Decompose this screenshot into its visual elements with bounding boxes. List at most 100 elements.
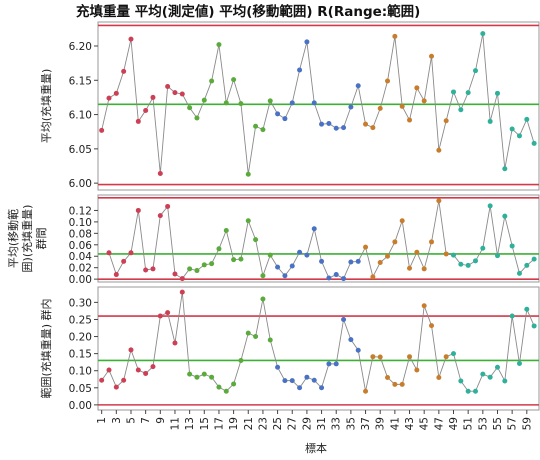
range-data-point xyxy=(436,375,442,381)
mean-data-point xyxy=(509,126,515,132)
range-y-tick-label: 0.25 xyxy=(69,314,92,326)
chart-panels: 6.006.056.106.156.20平均(充填重量)0.000.020.04… xyxy=(6,21,540,430)
moving-range-data-point xyxy=(209,261,215,267)
x-tick-label: 19 xyxy=(228,417,240,430)
mean-data-point xyxy=(128,36,134,42)
mean-data-point xyxy=(414,85,420,91)
mean-y-tick-label: 6.10 xyxy=(69,110,92,122)
moving-range-y-tick-label: 0.10 xyxy=(69,217,92,229)
mean-data-point xyxy=(216,42,222,48)
range-y-tick-label: 0.20 xyxy=(69,332,92,344)
mean-data-point xyxy=(319,121,325,127)
moving-range-data-point xyxy=(179,276,185,282)
mean-data-point xyxy=(407,117,413,123)
mean-data-point xyxy=(480,31,486,37)
range-data-point xyxy=(487,374,493,380)
x-tick-label: 1 xyxy=(96,417,108,424)
mean-data-point xyxy=(385,78,391,84)
range-data-point xyxy=(333,361,339,367)
moving-range-data-point xyxy=(414,249,420,255)
mean-data-point xyxy=(363,121,369,127)
mean-data-point xyxy=(245,171,251,177)
range-data-point xyxy=(172,340,178,346)
x-tick-label: 31 xyxy=(316,417,328,430)
range-y-tick-label: 0.10 xyxy=(69,366,92,378)
moving-range-data-point xyxy=(260,273,266,279)
mean-data-point xyxy=(524,116,530,122)
moving-range-data-point xyxy=(363,244,369,250)
x-axis-label: 標本 xyxy=(305,441,327,455)
mean-data-point xyxy=(106,95,112,101)
range-data-point xyxy=(509,313,515,319)
range-data-point xyxy=(502,378,508,384)
mean-y-tick-label: 6.15 xyxy=(69,75,92,87)
mean-data-point xyxy=(231,77,237,83)
mean-panel: 6.00 6.05 6.10 6.15 6.20 平均(充填重量) xyxy=(39,21,540,191)
mean-data-point xyxy=(150,94,156,100)
moving-range-data-point xyxy=(370,274,376,280)
moving-range-data-point xyxy=(458,261,464,267)
range-data-point xyxy=(443,354,449,360)
mean-data-point xyxy=(333,125,339,131)
mean-data-point xyxy=(472,68,478,74)
mean-data-point xyxy=(113,90,119,96)
x-tick-label: 11 xyxy=(169,417,181,430)
x-tick-label: 29 xyxy=(301,417,313,430)
range-data-point xyxy=(267,337,273,343)
x-tick-label: 43 xyxy=(404,417,416,430)
range-y-axis-label: 範囲(充填重量) 群内 xyxy=(39,298,53,398)
range-data-point xyxy=(194,374,200,380)
moving-range-data-point xyxy=(385,253,391,259)
x-tick-label: 17 xyxy=(213,417,225,430)
range-data-point xyxy=(399,381,405,387)
mean-y-axis-label: 平均(充填重量) xyxy=(39,69,53,144)
range-data-point xyxy=(348,337,354,343)
mean-data-point xyxy=(297,67,303,73)
x-tick-label: 37 xyxy=(360,417,372,430)
range-data-point xyxy=(179,289,185,295)
moving-range-y-tick-label: 0.00 xyxy=(69,274,92,286)
range-data-point xyxy=(201,371,207,377)
range-data-point xyxy=(157,313,163,319)
mean-data-point xyxy=(451,89,457,95)
x-tick-label: 55 xyxy=(492,417,504,430)
range-data-point xyxy=(231,381,237,387)
x-tick-label: 47 xyxy=(433,417,445,430)
moving-range-data-point xyxy=(216,246,222,252)
mean-data-point xyxy=(282,116,288,122)
range-data-point xyxy=(465,388,471,394)
mean-data-point xyxy=(135,118,141,124)
mean-data-point xyxy=(194,115,200,121)
chart-title: 充填重量 平均(測定値) 平均(移動範囲) R(Range:範囲) xyxy=(76,3,420,20)
mean-data-point xyxy=(355,83,361,89)
range-data-point xyxy=(304,374,310,380)
mean-data-point xyxy=(341,125,347,131)
range-data-point xyxy=(458,378,464,384)
range-data-point xyxy=(370,354,376,360)
moving-range-data-point xyxy=(524,262,530,268)
moving-range-data-point xyxy=(472,258,478,264)
moving-range-data-point xyxy=(399,218,405,224)
moving-range-data-point xyxy=(502,213,508,219)
x-tick-label: 53 xyxy=(477,417,489,430)
range-data-point xyxy=(135,367,141,373)
moving-range-data-point xyxy=(326,275,332,281)
mean-data-point xyxy=(209,78,215,84)
mean-data-point xyxy=(465,90,471,96)
range-data-point xyxy=(494,364,500,370)
range-data-point xyxy=(531,323,537,329)
mean-data-point xyxy=(502,166,508,172)
range-data-point xyxy=(385,375,391,381)
mean-data-point xyxy=(399,103,405,109)
mean-data-point xyxy=(458,107,464,113)
mean-data-point xyxy=(377,105,383,111)
moving-range-data-point xyxy=(297,249,303,255)
mean-data-point xyxy=(143,107,149,113)
range-data-point xyxy=(282,378,288,384)
moving-range-data-point xyxy=(311,226,317,232)
mean-data-point xyxy=(487,118,493,124)
x-tick-label: 25 xyxy=(272,417,284,430)
moving-range-data-point xyxy=(443,251,449,257)
moving-range-y-tick-label: 0.08 xyxy=(69,228,92,240)
moving-range-data-point xyxy=(231,257,237,263)
